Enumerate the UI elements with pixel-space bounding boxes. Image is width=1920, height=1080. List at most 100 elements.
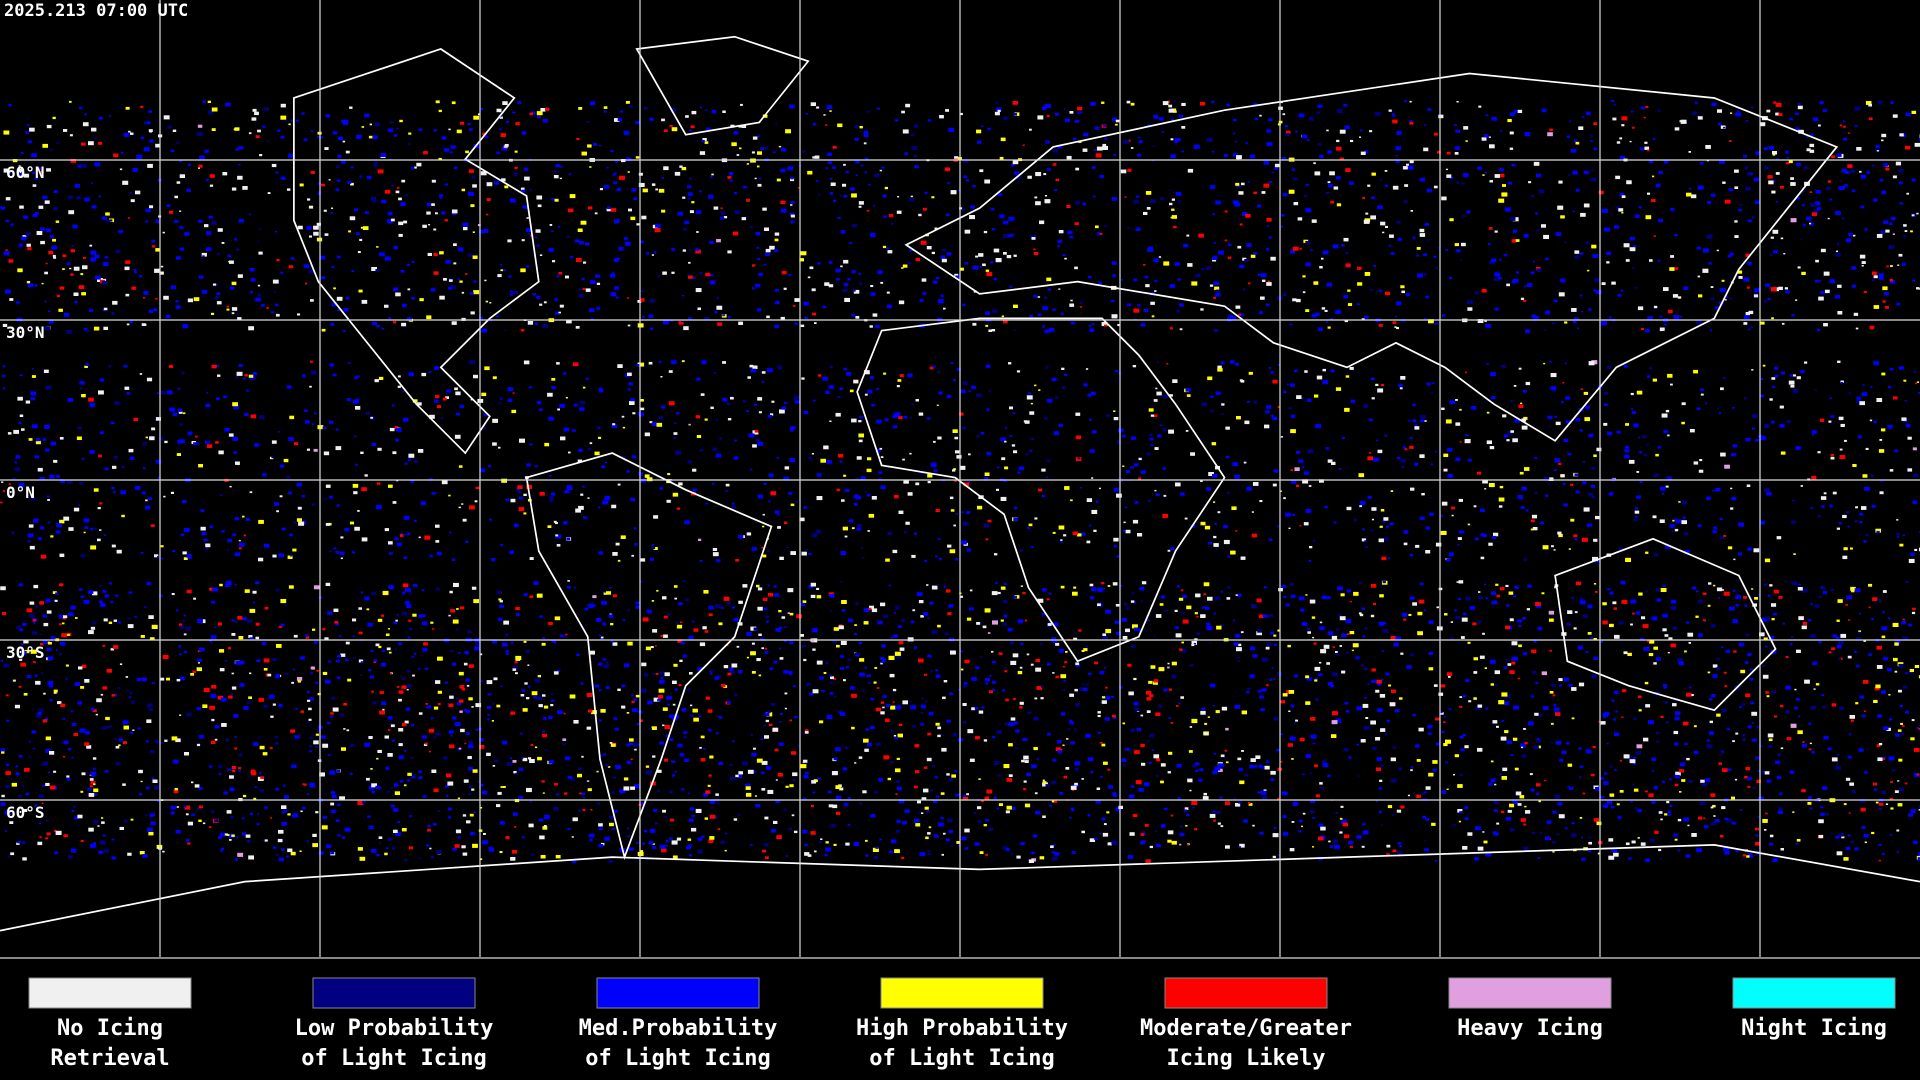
icing-speck: [723, 216, 728, 219]
icing-speck: [1847, 834, 1851, 837]
icing-speck: [693, 717, 699, 722]
icing-speck: [1507, 663, 1512, 666]
icing-speck: [1914, 665, 1920, 668]
icing-speck: [164, 739, 168, 742]
icing-speck: [615, 764, 622, 769]
icing-speck: [1568, 548, 1571, 550]
icing-speck: [1808, 748, 1812, 751]
icing-speck: [574, 239, 580, 243]
icing-speck: [344, 527, 350, 532]
icing-speck: [859, 415, 864, 419]
icing-speck: [1152, 681, 1158, 685]
icing-speck: [1004, 667, 1007, 669]
icing-speck: [1914, 142, 1920, 147]
icing-speck: [433, 228, 437, 231]
icing-speck: [1864, 771, 1868, 774]
icing-speck: [1082, 683, 1085, 685]
icing-speck: [509, 293, 513, 296]
icing-speck: [392, 451, 397, 455]
icing-speck: [602, 500, 609, 505]
icing-speck: [1027, 175, 1032, 179]
icing-speck: [1003, 479, 1008, 482]
icing-speck: [1321, 760, 1327, 764]
icing-speck: [1400, 458, 1406, 463]
icing-speck: [966, 548, 971, 552]
icing-speck: [535, 229, 541, 233]
icing-speck: [1114, 620, 1120, 624]
icing-speck: [333, 287, 336, 290]
icing-speck: [613, 181, 618, 185]
icing-speck: [1502, 184, 1506, 187]
icing-speck: [1879, 179, 1884, 182]
icing-speck: [272, 279, 279, 284]
icing-speck: [1771, 420, 1775, 424]
icing-speck: [959, 465, 966, 470]
icing-speck: [1327, 459, 1333, 463]
icing-speck: [330, 712, 334, 715]
icing-speck: [757, 494, 764, 499]
icing-speck: [1221, 413, 1224, 416]
icing-speck: [201, 252, 207, 257]
icing-speck: [238, 146, 244, 150]
icing-speck: [770, 829, 776, 833]
icing-speck: [803, 301, 809, 306]
icing-speck: [398, 197, 402, 201]
icing-speck: [1088, 325, 1092, 327]
icing-speck: [915, 399, 919, 402]
icing-speck: [473, 115, 479, 120]
icing-speck: [587, 144, 592, 148]
icing-speck: [948, 829, 954, 834]
icing-speck: [1292, 177, 1298, 181]
icing-speck: [794, 322, 798, 325]
icing-speck: [1625, 423, 1629, 426]
icing-speck: [1749, 678, 1754, 681]
icing-speck: [771, 400, 775, 403]
icing-speck: [1743, 322, 1748, 325]
icing-speck: [370, 768, 373, 770]
icing-speck: [125, 106, 130, 110]
icing-speck: [1862, 384, 1865, 386]
icing-speck: [263, 704, 269, 709]
icing-speck: [768, 500, 771, 503]
icing-speck: [778, 647, 781, 650]
icing-speck: [505, 650, 509, 653]
icing-speck: [410, 167, 415, 170]
icing-speck: [1608, 492, 1614, 496]
icing-speck: [1851, 189, 1856, 193]
icing-speck: [743, 185, 747, 189]
icing-speck: [702, 138, 707, 142]
icing-speck: [238, 547, 242, 550]
icing-speck: [417, 449, 424, 453]
icing-speck: [1916, 212, 1919, 215]
icing-speck: [1840, 423, 1845, 427]
icing-speck: [862, 557, 865, 559]
icing-speck: [53, 190, 58, 193]
icing-speck: [529, 443, 533, 446]
icing-speck: [93, 793, 98, 796]
icing-speck: [201, 531, 207, 536]
icing-speck: [211, 128, 216, 131]
icing-speck: [467, 122, 471, 126]
icing-speck: [1426, 239, 1429, 242]
icing-speck: [119, 168, 123, 171]
icing-speck: [923, 612, 929, 616]
icing-speck: [1845, 170, 1850, 174]
icing-speck: [422, 621, 428, 626]
icing-speck: [803, 410, 809, 415]
icing-speck: [663, 166, 669, 171]
icing-speck: [877, 270, 883, 275]
icing-speck: [537, 204, 542, 208]
icing-speck: [1639, 451, 1643, 454]
icing-speck: [890, 223, 893, 225]
icing-speck: [583, 516, 587, 519]
icing-speck: [1277, 363, 1281, 366]
icing-speck: [497, 274, 502, 278]
icing-speck: [708, 728, 712, 732]
icing-speck: [68, 210, 75, 215]
icing-speck: [289, 554, 293, 557]
icing-speck: [835, 268, 841, 273]
icing-speck: [1487, 242, 1491, 245]
icing-speck: [1371, 377, 1375, 381]
icing-speck: [1531, 649, 1537, 654]
icing-speck: [1048, 328, 1055, 332]
